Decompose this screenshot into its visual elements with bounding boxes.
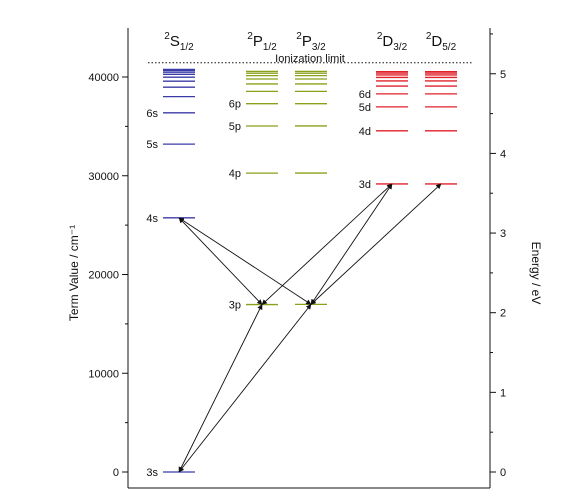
- level-label: 6d: [359, 89, 371, 101]
- level-label: 4s: [146, 213, 158, 225]
- left-tick-label: 20000: [88, 270, 119, 282]
- transition-arrow: [178, 303, 312, 473]
- left-axis: 0 10000 20000 30000 40000: [88, 72, 128, 479]
- left-tick-label: 0: [113, 467, 119, 479]
- header-subscript: 1/2: [180, 42, 194, 53]
- level-label: 5s: [146, 139, 158, 151]
- transition-arrow: [261, 183, 393, 305]
- left-tick-label: 30000: [88, 171, 119, 183]
- column-header-D32: 2D3/2: [377, 31, 408, 53]
- ionization-limit-label: Ionization limit: [275, 53, 345, 65]
- level-label: 5p: [229, 121, 241, 133]
- level-label: 3s: [146, 467, 158, 479]
- header-superscript: 2: [247, 31, 253, 42]
- level-label: 3p: [229, 300, 241, 312]
- left-axis-title: Term Value / cm⁻¹: [67, 225, 81, 321]
- level-label: 5d: [359, 102, 371, 114]
- right-tick-label: 5: [500, 69, 506, 81]
- transition-arrow: [178, 217, 263, 305]
- column-header-P12: 2P1/2: [247, 31, 277, 53]
- level-label: 3d: [359, 179, 371, 191]
- header-subscript: 3/2: [393, 42, 407, 53]
- column-header-D52: 2D5/2: [426, 31, 457, 53]
- left-tick-label: 10000: [88, 368, 119, 380]
- column-header-P32: 2P3/2: [296, 31, 326, 53]
- header-term-symbol: D: [431, 33, 442, 50]
- header-term-symbol: S: [170, 33, 180, 50]
- header-superscript: 2: [377, 31, 383, 42]
- right-axis: 0 1 2 3 4 5: [490, 33, 506, 479]
- header-subscript: 5/2: [442, 42, 456, 53]
- transition-arrow: [310, 183, 393, 305]
- transition-arrows: [178, 183, 442, 473]
- header-superscript: 2: [296, 31, 302, 42]
- right-tick-label: 1: [500, 387, 506, 399]
- header-superscript: 2: [164, 31, 170, 42]
- transition-arrow: [310, 183, 442, 305]
- header-term-symbol: P: [253, 33, 263, 50]
- level-label: 4p: [229, 168, 241, 180]
- right-tick-label: 3: [500, 228, 506, 240]
- column-header-S12: 2S1/2: [164, 31, 194, 53]
- right-tick-label: 4: [500, 148, 506, 160]
- transition-arrow: [178, 217, 312, 305]
- header-term-symbol: P: [302, 33, 312, 50]
- header-subscript: 1/2: [263, 42, 277, 53]
- right-tick-label: 0: [500, 467, 506, 479]
- header-subscript: 3/2: [312, 42, 326, 53]
- level-label: 4d: [359, 126, 371, 138]
- plot-frame: [127, 28, 491, 489]
- transition-arrow: [178, 304, 263, 473]
- level-label: 6s: [146, 108, 158, 120]
- right-tick-label: 2: [500, 308, 506, 320]
- left-tick-label: 40000: [88, 72, 119, 84]
- header-term-symbol: D: [382, 33, 393, 50]
- header-superscript: 2: [426, 31, 432, 42]
- level-label: 6p: [229, 99, 241, 111]
- right-axis-title: Energy / eV: [529, 242, 543, 305]
